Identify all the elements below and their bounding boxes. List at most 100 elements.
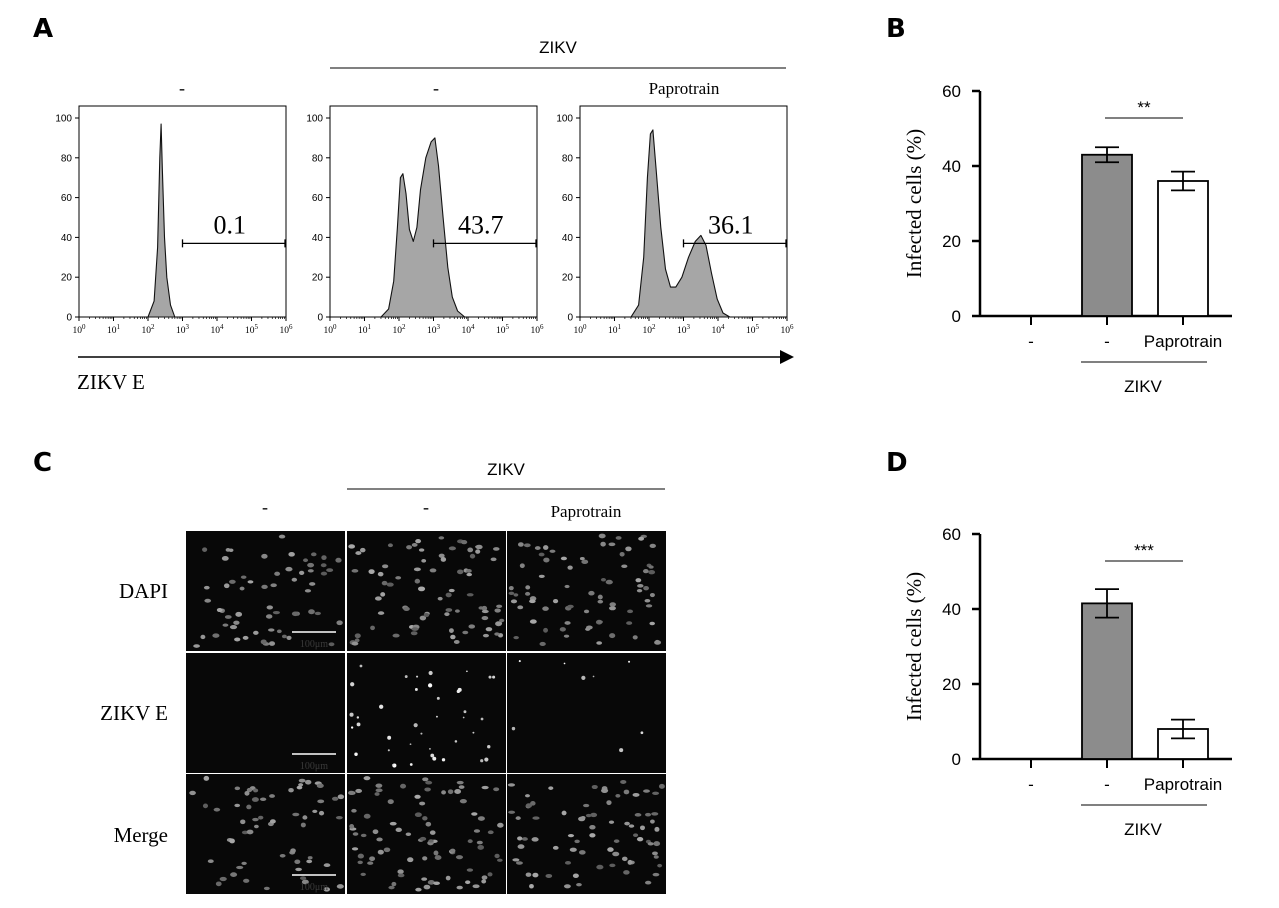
bar-2: [1081, 153, 1133, 317]
cell-nucleus: [552, 598, 559, 604]
cell-nucleus: [360, 547, 366, 553]
cell-nucleus: [414, 812, 422, 818]
cell-signal: [350, 726, 354, 729]
cell-nucleus: [433, 850, 439, 856]
cell-nucleus: [567, 565, 573, 570]
cell-nucleus: [212, 633, 220, 638]
cell-nucleus: [424, 787, 431, 792]
cell-nucleus: [525, 794, 530, 798]
cell-signal: [619, 748, 624, 753]
cell-nucleus: [307, 569, 314, 573]
micrograph-r3-c1: 100μm: [186, 774, 345, 894]
cell-nucleus: [278, 534, 286, 539]
cell-nucleus: [481, 615, 489, 621]
micrograph-r2-c1: 100μm: [186, 653, 345, 773]
cell-nucleus: [388, 885, 395, 890]
cell-nucleus: [348, 790, 355, 796]
cell-nucleus: [507, 783, 516, 787]
cell-signal: [409, 743, 412, 746]
histogram-y-tick-label: 100: [55, 114, 72, 125]
cell-signal: [488, 675, 492, 679]
significance-marker: ***: [1134, 541, 1154, 560]
cell-nucleus: [645, 812, 652, 817]
cell-nucleus: [429, 830, 436, 835]
bar-y-tick-label: 20: [942, 675, 961, 694]
cell-nucleus: [609, 633, 616, 639]
cell-nucleus: [204, 598, 212, 603]
cell-nucleus: [200, 634, 206, 640]
bar-3: [1157, 180, 1209, 317]
cell-signal: [441, 758, 446, 762]
histogram-y-tick-label: 60: [562, 193, 574, 204]
cell-nucleus: [223, 583, 230, 589]
cell-nucleus: [581, 559, 589, 565]
cell-nucleus: [336, 884, 344, 889]
panel-a-col-label-2: -: [433, 78, 439, 98]
cell-nucleus: [229, 838, 235, 844]
cell-nucleus: [317, 799, 325, 804]
cell-signal: [462, 716, 465, 719]
cell-nucleus: [189, 790, 196, 796]
micrograph-tile: [507, 653, 666, 773]
panel-a-x-arrowhead: [780, 350, 794, 364]
cell-nucleus: [377, 849, 384, 855]
histogram-x-tick-label: 104: [712, 323, 726, 336]
cell-nucleus: [454, 609, 460, 613]
cell-nucleus: [496, 604, 503, 609]
cell-nucleus: [279, 854, 286, 858]
cell-signal: [356, 716, 360, 719]
cell-nucleus: [560, 556, 567, 561]
cell-nucleus: [608, 820, 615, 824]
panel-a-group-label: ZIKV: [539, 38, 577, 57]
histogram-x-tick-label: 106: [781, 323, 795, 336]
cell-nucleus: [251, 797, 259, 802]
cell-nucleus: [403, 606, 410, 612]
scale-bar-label: 100μm: [300, 761, 328, 772]
cell-nucleus: [441, 790, 446, 795]
cell-nucleus: [647, 842, 654, 846]
histogram-x-tick-label: 100: [73, 323, 87, 336]
cell-nucleus: [414, 578, 421, 584]
cell-signal: [436, 715, 438, 718]
cell-nucleus: [466, 593, 474, 597]
cell-nucleus: [286, 635, 292, 640]
cell-nucleus: [300, 822, 306, 828]
cell-nucleus: [650, 819, 655, 824]
panel-label-c: C: [33, 448, 52, 478]
cell-nucleus: [615, 793, 621, 798]
cell-nucleus: [529, 619, 537, 624]
cell-signal: [640, 731, 644, 735]
cell-nucleus: [326, 568, 334, 573]
panel-a-histograms: 0 20 40 60 80 100 100 101 102 103 104 105 106 0.1 0 20 4…: [55, 105, 795, 336]
cell-nucleus: [494, 632, 500, 636]
cell-nucleus: [579, 556, 585, 561]
cell-nucleus: [517, 836, 523, 841]
cell-nucleus: [609, 863, 616, 868]
cell-nucleus: [400, 783, 407, 789]
cell-nucleus: [383, 847, 391, 853]
cell-nucleus: [292, 812, 300, 817]
bar-y-tick-label: 60: [942, 82, 961, 101]
histogram-x-tick-label: 106: [531, 323, 545, 336]
cell-nucleus: [335, 816, 343, 820]
cell-nucleus: [589, 833, 596, 838]
cell-nucleus: [246, 804, 252, 810]
cell-signal: [391, 764, 394, 766]
cell-nucleus: [606, 800, 612, 806]
cell-nucleus: [295, 867, 302, 872]
histogram-y-tick-label: 0: [317, 313, 323, 324]
cell-nucleus: [623, 870, 630, 875]
cell-nucleus: [639, 825, 646, 831]
panel-b-bar-chart: 0 20 40 60 Infected cells (%) - - Paprotrain ZIK…: [902, 82, 1232, 396]
panel-c-row-label-zikv-e: ZIKV E: [100, 701, 168, 725]
cell-nucleus: [567, 834, 575, 838]
cell-nucleus: [328, 642, 335, 647]
cell-nucleus: [357, 860, 363, 865]
cell-nucleus: [305, 779, 312, 785]
cell-nucleus: [312, 809, 318, 813]
histogram-x-tick-label: 102: [142, 323, 156, 336]
cell-nucleus: [455, 855, 464, 860]
cell-nucleus: [241, 861, 247, 866]
bar-y-tick-label: 60: [942, 525, 961, 544]
cell-nucleus: [422, 856, 428, 861]
